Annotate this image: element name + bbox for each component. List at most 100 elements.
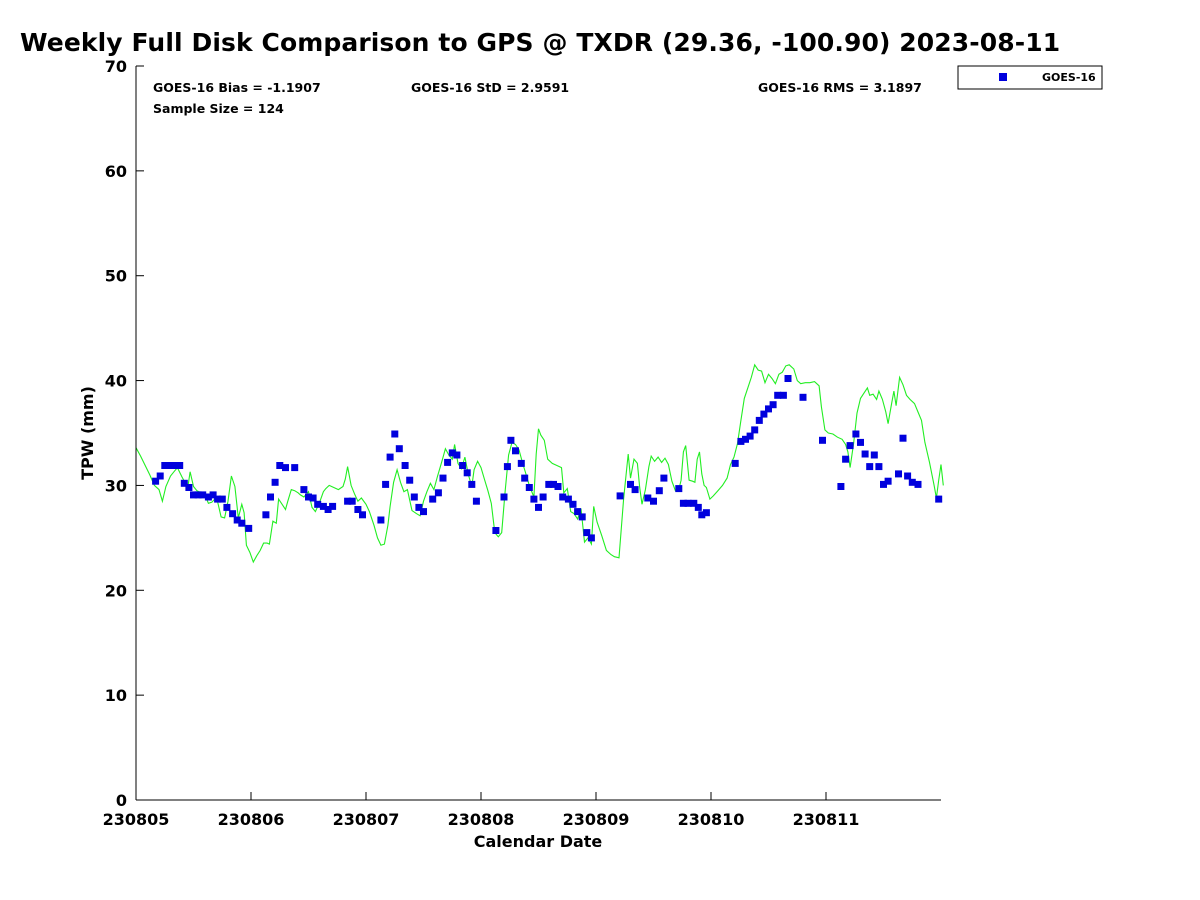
goes16-point-91: [702, 509, 710, 517]
goes16-point-4: [171, 462, 179, 469]
goes16-point-8: [190, 491, 197, 499]
goes16-point-69: [550, 480, 557, 488]
goes16-point-77: [587, 534, 595, 542]
y-axis-title: TPW (mm): [78, 386, 97, 480]
goes16-point-52: [453, 451, 461, 459]
goes16-point-13: [214, 495, 222, 503]
goes16-point-64: [525, 484, 533, 491]
goes16-point-108: [846, 442, 854, 450]
goes16-point-54: [463, 469, 471, 477]
goes16-point-100: [769, 401, 777, 409]
goes16-point-0: [152, 477, 160, 485]
goes16-point-121: [914, 480, 922, 488]
goes16-point-72: [564, 495, 572, 503]
goes16-point-99: [765, 405, 772, 413]
goes16-point-47: [429, 495, 437, 503]
goes16-point-83: [655, 487, 663, 495]
goes16-point-71: [559, 493, 567, 501]
goes16-point-15: [223, 503, 231, 511]
stat-std: GOES-16 StD = 2.9591: [411, 80, 569, 95]
goes16-point-2: [161, 462, 169, 469]
stat-bias: GOES-16 Bias = -1.1907: [153, 80, 321, 95]
goes16-point-39: [386, 453, 394, 461]
goes16-point-76: [583, 529, 591, 537]
goes16-point-43: [406, 476, 414, 484]
goes16-point-42: [401, 462, 409, 469]
goes16-point-24: [282, 464, 289, 472]
goes16-point-66: [535, 503, 542, 511]
goes16-point-60: [507, 436, 515, 444]
goes16-point-5: [176, 462, 184, 469]
goes16-point-95: [746, 432, 754, 440]
goes16-series: [152, 375, 943, 542]
stat-rms: GOES-16 RMS = 3.1897: [758, 80, 922, 95]
goes16-point-74: [574, 508, 582, 516]
goes16-point-58: [500, 493, 508, 501]
gps-series: [135, 363, 944, 564]
legend: GOES-16: [957, 65, 1103, 90]
goes16-point-78: [616, 492, 624, 500]
goes16-point-80: [631, 486, 639, 494]
goes16-point-56: [472, 497, 480, 505]
goes16-point-107: [842, 455, 850, 463]
goes16-point-46: [420, 508, 427, 516]
goes16-point-28: [309, 494, 317, 502]
y-tick-label-5: 50: [105, 267, 127, 286]
x-tick-label-5: 230810: [678, 810, 745, 829]
goes16-point-112: [866, 463, 874, 471]
goes16-point-120: [908, 478, 916, 486]
goes16-point-109: [852, 430, 860, 438]
goes16-point-26: [300, 486, 308, 494]
goes16-point-118: [899, 434, 907, 442]
goes16-point-122: [935, 495, 943, 503]
y-tick-label-4: 40: [105, 372, 127, 391]
x-tick-label-1: 230806: [218, 810, 285, 829]
goes16-point-45: [415, 503, 423, 511]
goes16-point-110: [857, 438, 864, 446]
goes16-point-84: [660, 474, 668, 482]
goes16-point-111: [861, 450, 869, 458]
x-tick-label-3: 230808: [448, 810, 515, 829]
legend-label-goes16: GOES-16: [1042, 71, 1096, 84]
goes16-point-40: [391, 430, 399, 438]
x-tick-label-2: 230807: [333, 810, 400, 829]
goes16-point-116: [884, 477, 892, 485]
x-tick-label-0: 230805: [103, 810, 170, 829]
goes16-point-67: [539, 493, 547, 501]
goes16-point-88: [690, 499, 698, 507]
goes16-point-65: [530, 495, 538, 503]
y-tick-label-0: 0: [116, 791, 127, 810]
goes16-point-9: [194, 491, 202, 499]
axes: 0 10 20 30 40 50 60 70 230805 230806 230807 230808 2…: [103, 57, 941, 829]
goes16-point-87: [684, 499, 692, 507]
chart-title: Weekly Full Disk Comparison to GPS @ TXD…: [20, 28, 1061, 57]
goes16-point-86: [679, 499, 687, 507]
goes16-point-106: [837, 483, 845, 490]
goes16-point-14: [218, 495, 226, 503]
goes16-point-49: [439, 474, 447, 482]
goes16-point-7: [185, 484, 193, 491]
goes16-point-29: [314, 500, 322, 508]
goes16-point-27: [305, 493, 312, 501]
goes16-point-113: [870, 451, 878, 459]
goes16-point-32: [329, 502, 337, 510]
goes16-point-34: [348, 497, 356, 505]
y-tick-label-2: 20: [105, 581, 127, 600]
y-tick-label-6: 60: [105, 162, 127, 181]
goes16-point-59: [503, 463, 511, 471]
goes16-point-19: [245, 524, 253, 532]
y-tick-label-1: 10: [105, 686, 127, 705]
goes16-point-20: [262, 511, 270, 519]
x-tick-label-6: 230811: [793, 810, 860, 829]
legend-box: [957, 65, 1103, 90]
goes16-point-33: [344, 497, 352, 505]
goes16-point-18: [238, 519, 246, 527]
goes16-point-75: [578, 513, 586, 521]
goes16-point-35: [354, 506, 362, 513]
goes16-point-114: [875, 463, 883, 471]
goes16-point-48: [434, 489, 442, 497]
goes16-point-94: [742, 435, 749, 443]
goes16-point-105: [819, 436, 826, 444]
goes16-point-50: [444, 458, 452, 466]
